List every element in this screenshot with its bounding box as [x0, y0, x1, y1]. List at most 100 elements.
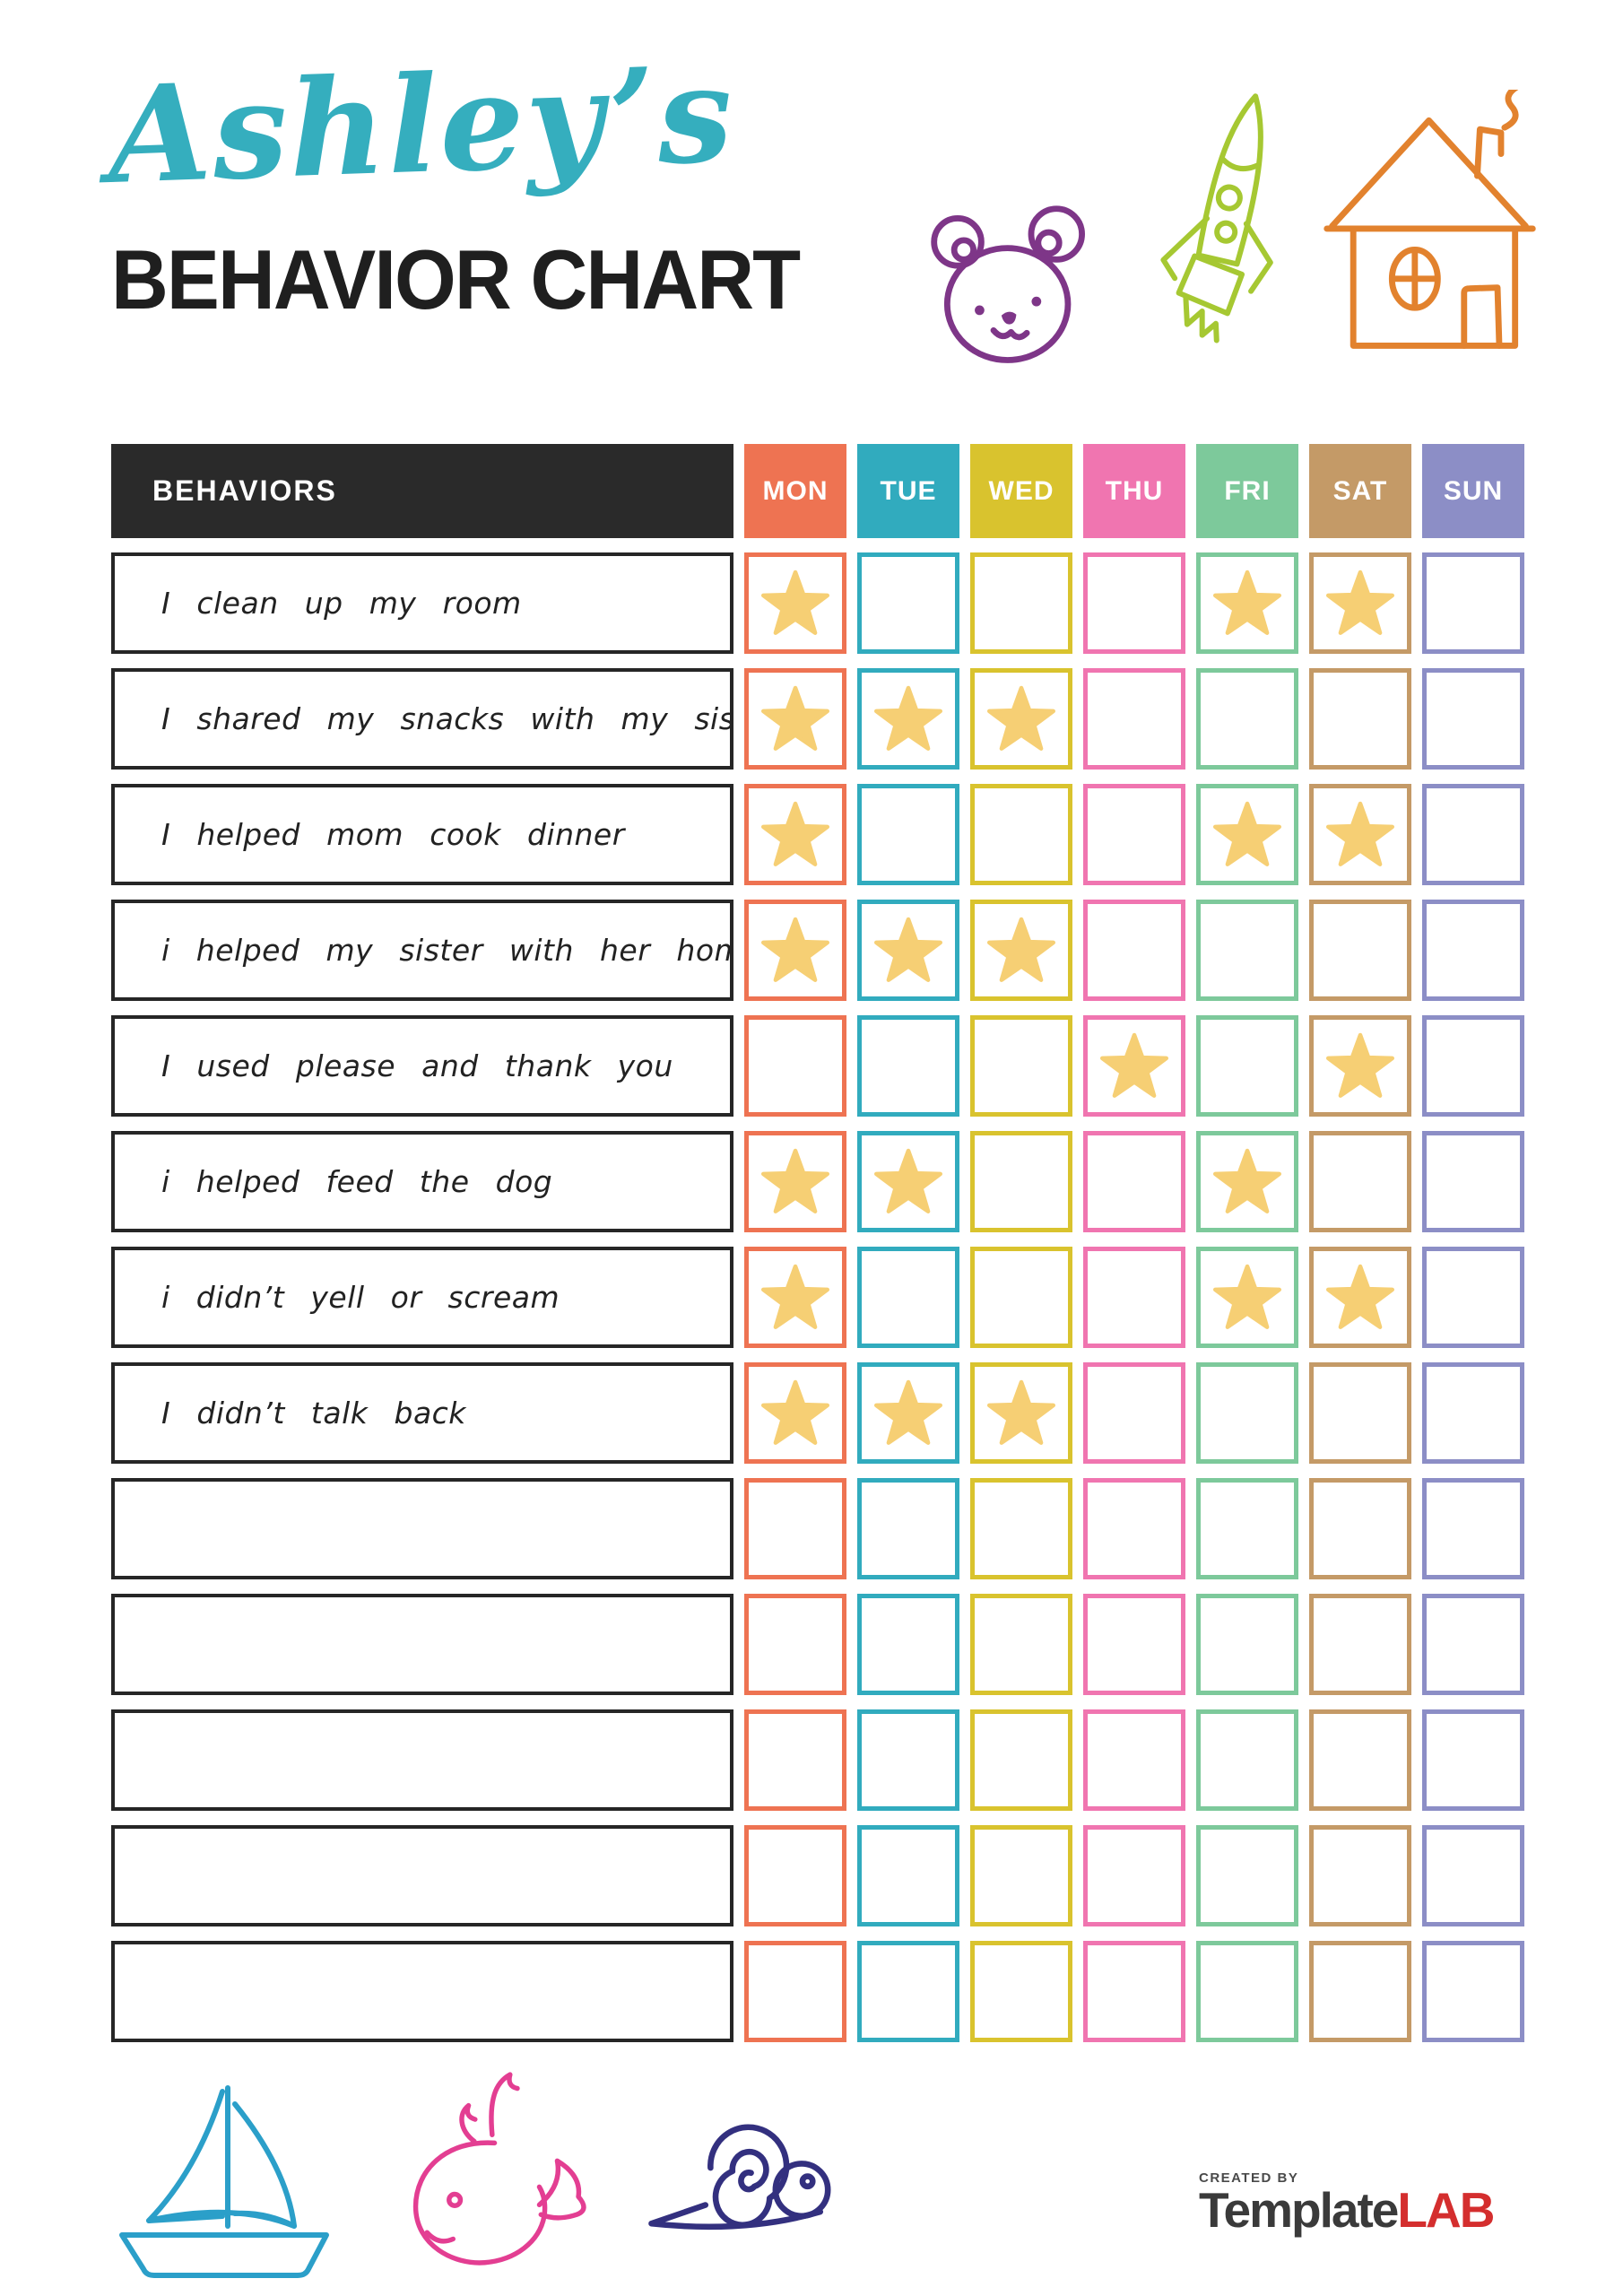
star-cell-thu-row8[interactable] — [1083, 1362, 1185, 1464]
star-cell-fri-row12[interactable] — [1196, 1825, 1298, 1926]
star-cell-sun-row13[interactable] — [1422, 1941, 1524, 2042]
star-cell-tue-row2[interactable] — [857, 668, 959, 770]
star-cell-wed-row13[interactable] — [970, 1941, 1072, 2042]
star-cell-wed-row4[interactable] — [970, 900, 1072, 1001]
star-cell-fri-row9[interactable] — [1196, 1478, 1298, 1579]
star-cell-fri-row13[interactable] — [1196, 1941, 1298, 2042]
star-cell-wed-row9[interactable] — [970, 1478, 1072, 1579]
star-cell-sun-row3[interactable] — [1422, 784, 1524, 885]
star-cell-tue-row4[interactable] — [857, 900, 959, 1001]
behavior-chart-grid: BEHAVIORS MON TUE WED THU FRI SAT SUN I clean u… — [111, 444, 1524, 2042]
star-cell-tue-row1[interactable] — [857, 552, 959, 654]
star-cell-wed-row11[interactable] — [970, 1709, 1072, 1811]
star-cell-fri-row3[interactable] — [1196, 784, 1298, 885]
star-cell-fri-row8[interactable] — [1196, 1362, 1298, 1464]
star-cell-fri-row11[interactable] — [1196, 1709, 1298, 1811]
star-cell-mon-row3[interactable] — [744, 784, 846, 885]
star-cell-wed-row5[interactable] — [970, 1015, 1072, 1117]
star-cell-thu-row11[interactable] — [1083, 1709, 1185, 1811]
star-cell-thu-row13[interactable] — [1083, 1941, 1185, 2042]
star-cell-fri-row2[interactable] — [1196, 668, 1298, 770]
star-cell-sat-row10[interactable] — [1309, 1594, 1411, 1695]
star-cell-thu-row4[interactable] — [1083, 900, 1185, 1001]
star-cell-mon-row6[interactable] — [744, 1131, 846, 1232]
star-cell-fri-row1[interactable] — [1196, 552, 1298, 654]
star-cell-thu-row12[interactable] — [1083, 1825, 1185, 1926]
star-cell-sun-row10[interactable] — [1422, 1594, 1524, 1695]
star-cell-sat-row2[interactable] — [1309, 668, 1411, 770]
star-cell-thu-row3[interactable] — [1083, 784, 1185, 885]
star-cell-thu-row10[interactable] — [1083, 1594, 1185, 1695]
star-cell-sat-row9[interactable] — [1309, 1478, 1411, 1579]
star-cell-thu-row2[interactable] — [1083, 668, 1185, 770]
star-cell-wed-row1[interactable] — [970, 552, 1072, 654]
star-cell-sun-row11[interactable] — [1422, 1709, 1524, 1811]
star-cell-wed-row2[interactable] — [970, 668, 1072, 770]
star-cell-sun-row1[interactable] — [1422, 552, 1524, 654]
star-cell-sat-row13[interactable] — [1309, 1941, 1411, 2042]
star-cell-sun-row12[interactable] — [1422, 1825, 1524, 1926]
star-cell-tue-row5[interactable] — [857, 1015, 959, 1117]
star-cell-tue-row8[interactable] — [857, 1362, 959, 1464]
star-cell-sat-row3[interactable] — [1309, 784, 1411, 885]
star-cell-tue-row11[interactable] — [857, 1709, 959, 1811]
star-cell-sat-row5[interactable] — [1309, 1015, 1411, 1117]
star-icon — [1326, 801, 1394, 866]
star-cell-wed-row7[interactable] — [970, 1247, 1072, 1348]
star-cell-sat-row7[interactable] — [1309, 1247, 1411, 1348]
star-cell-tue-row9[interactable] — [857, 1478, 959, 1579]
star-cell-mon-row1[interactable] — [744, 552, 846, 654]
star-cell-sat-row11[interactable] — [1309, 1709, 1411, 1811]
star-cell-tue-row12[interactable] — [857, 1825, 959, 1926]
star-cell-wed-row6[interactable] — [970, 1131, 1072, 1232]
star-icon — [874, 917, 942, 982]
star-cell-fri-row10[interactable] — [1196, 1594, 1298, 1695]
star-cell-fri-row7[interactable] — [1196, 1247, 1298, 1348]
star-cell-fri-row4[interactable] — [1196, 900, 1298, 1001]
star-cell-sun-row8[interactable] — [1422, 1362, 1524, 1464]
star-cell-mon-row9[interactable] — [744, 1478, 846, 1579]
star-cell-wed-row12[interactable] — [970, 1825, 1072, 1926]
star-cell-mon-row2[interactable] — [744, 668, 846, 770]
star-cell-thu-row1[interactable] — [1083, 552, 1185, 654]
brand-logo: CREATED BY TemplateLAB — [1199, 2170, 1495, 2235]
star-cell-thu-row9[interactable] — [1083, 1478, 1185, 1579]
star-cell-sun-row5[interactable] — [1422, 1015, 1524, 1117]
star-cell-mon-row13[interactable] — [744, 1941, 846, 2042]
star-cell-tue-row13[interactable] — [857, 1941, 959, 2042]
star-cell-mon-row4[interactable] — [744, 900, 846, 1001]
star-cell-sun-row9[interactable] — [1422, 1478, 1524, 1579]
star-cell-tue-row6[interactable] — [857, 1131, 959, 1232]
star-cell-sun-row6[interactable] — [1422, 1131, 1524, 1232]
star-cell-sat-row4[interactable] — [1309, 900, 1411, 1001]
star-cell-sat-row1[interactable] — [1309, 552, 1411, 654]
day-header-fri: FRI — [1196, 444, 1298, 538]
star-cell-sun-row4[interactable] — [1422, 900, 1524, 1001]
star-cell-thu-row7[interactable] — [1083, 1247, 1185, 1348]
star-cell-tue-row7[interactable] — [857, 1247, 959, 1348]
star-cell-tue-row10[interactable] — [857, 1594, 959, 1695]
star-cell-mon-row7[interactable] — [744, 1247, 846, 1348]
star-cell-wed-row10[interactable] — [970, 1594, 1072, 1695]
star-cell-thu-row5[interactable] — [1083, 1015, 1185, 1117]
star-cell-wed-row3[interactable] — [970, 784, 1072, 885]
star-cell-sun-row7[interactable] — [1422, 1247, 1524, 1348]
star-cell-fri-row5[interactable] — [1196, 1015, 1298, 1117]
star-cell-tue-row3[interactable] — [857, 784, 959, 885]
title-block: Ashley’s BEHAVIOR CHART — [105, 36, 843, 328]
star-cell-sun-row2[interactable] — [1422, 668, 1524, 770]
star-cell-wed-row8[interactable] — [970, 1362, 1072, 1464]
star-cell-mon-row10[interactable] — [744, 1594, 846, 1695]
star-cell-sat-row8[interactable] — [1309, 1362, 1411, 1464]
star-cell-mon-row11[interactable] — [744, 1709, 846, 1811]
star-icon — [1326, 1264, 1394, 1329]
star-cell-mon-row8[interactable] — [744, 1362, 846, 1464]
star-cell-thu-row6[interactable] — [1083, 1131, 1185, 1232]
star-cell-fri-row6[interactable] — [1196, 1131, 1298, 1232]
star-cell-sat-row6[interactable] — [1309, 1131, 1411, 1232]
star-cell-mon-row5[interactable] — [744, 1015, 846, 1117]
day-header-sun: SUN — [1422, 444, 1524, 538]
star-icon — [761, 917, 829, 982]
star-cell-mon-row12[interactable] — [744, 1825, 846, 1926]
star-cell-sat-row12[interactable] — [1309, 1825, 1411, 1926]
